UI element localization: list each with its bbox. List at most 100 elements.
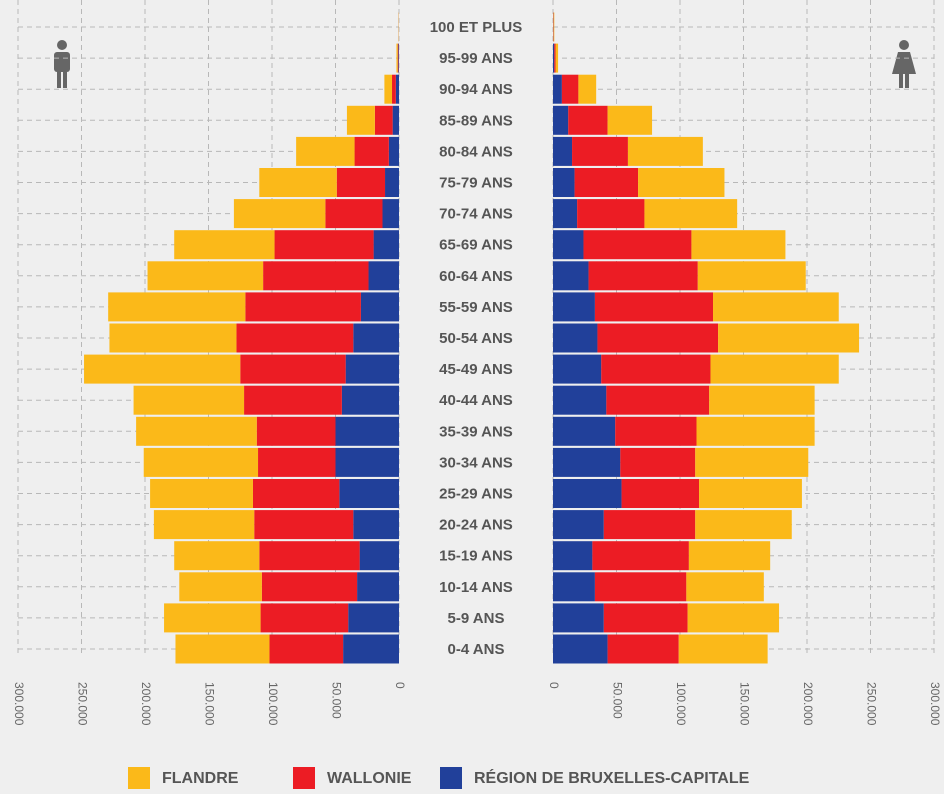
bar-male [353, 510, 399, 540]
x-tick-label: 100.000 [266, 682, 280, 726]
x-tick-label: 200.000 [139, 682, 153, 726]
bar-male [164, 603, 261, 633]
bar-male [374, 105, 393, 135]
bar-male [150, 479, 253, 508]
x-tick-label: 300.000 [928, 682, 942, 726]
bar-female [620, 447, 696, 477]
x-tick-label: 100.000 [674, 682, 688, 726]
bar-male [397, 43, 399, 73]
bar-male [269, 634, 344, 664]
bar-female [638, 168, 725, 197]
bar-male [274, 230, 374, 260]
bar-male [245, 292, 361, 322]
bar-female [553, 261, 589, 291]
bar-male [175, 634, 270, 664]
bar-female [709, 385, 815, 415]
bar-female [588, 261, 698, 291]
bar-male [353, 323, 399, 353]
x-tick-label: 150.000 [737, 682, 751, 726]
bar-female [594, 292, 714, 322]
bar-male [335, 447, 399, 477]
bar-female [553, 199, 578, 229]
bar-female [554, 43, 556, 73]
bar-female [553, 168, 575, 197]
category-label: 50-54 ANS [439, 330, 513, 347]
category-label: 10-14 ANS [439, 579, 513, 596]
bar-male [341, 385, 399, 415]
bar-female [678, 634, 768, 664]
bar-female [553, 12, 555, 42]
bar-female [691, 230, 786, 260]
bar-male [244, 385, 342, 415]
bar-male [260, 603, 349, 633]
bar-female [583, 230, 692, 260]
bar-female [553, 292, 595, 322]
bar-female [553, 510, 604, 540]
category-label: 75-79 ANS [439, 174, 513, 191]
bar-female [553, 634, 608, 664]
bar-male [108, 292, 246, 322]
bar-male [174, 230, 275, 260]
category-label: 35-39 ANS [439, 423, 513, 440]
category-label: 55-59 ANS [439, 299, 513, 316]
legend-swatch [440, 767, 462, 789]
bar-female [696, 416, 815, 446]
x-tick-label: 200.000 [801, 682, 815, 726]
bar-male [296, 136, 355, 166]
bar-male [348, 603, 399, 633]
legend-label: RÉGION DE BRUXELLES-CAPITALE [474, 768, 750, 787]
bar-male [153, 510, 255, 540]
bar-female [592, 541, 689, 571]
x-tick-label: 0 [393, 682, 407, 689]
bar-male [109, 323, 237, 353]
bar-male [259, 541, 360, 571]
bar-female [572, 136, 628, 166]
bar-female [553, 385, 607, 415]
bar-female [553, 479, 622, 508]
category-label: 40-44 ANS [439, 392, 513, 409]
bar-female [553, 354, 602, 384]
bar-male [325, 199, 383, 229]
bar-male [357, 572, 399, 602]
bar-female [597, 323, 719, 353]
bar-male [335, 416, 399, 446]
female-icon [892, 40, 916, 88]
legend-label: WALLONIE [327, 770, 412, 787]
bar-male [339, 479, 399, 508]
bar-female [594, 572, 687, 602]
bar-female [578, 74, 597, 104]
bar-female [615, 416, 697, 446]
category-label: 60-64 ANS [439, 268, 513, 285]
bar-female [697, 261, 806, 291]
bar-male [360, 292, 399, 322]
bar-female [555, 43, 559, 73]
bar-male [252, 479, 340, 508]
category-label: 5-9 ANS [448, 610, 505, 627]
bar-male [136, 416, 257, 446]
bar-male [240, 354, 346, 384]
bar-female [603, 603, 688, 633]
bar-female [577, 199, 645, 229]
bar-male [261, 572, 358, 602]
category-label: 95-99 ANS [439, 50, 513, 67]
bar-male [382, 199, 399, 229]
legend-label: FLANDRE [162, 770, 239, 787]
bar-female [695, 510, 792, 540]
bar-female [606, 385, 710, 415]
bar-male [359, 541, 399, 571]
bar-female [553, 136, 573, 166]
x-tick-label: 250.000 [864, 682, 878, 726]
bar-male [398, 43, 399, 73]
bar-male [254, 510, 354, 540]
bar-female [621, 479, 700, 508]
bar-male [373, 230, 399, 260]
bar-male [133, 385, 245, 415]
bar-female [688, 541, 771, 571]
x-tick-label: 50.000 [610, 682, 624, 719]
bar-male [385, 168, 399, 197]
category-label: 25-29 ANS [439, 485, 513, 502]
bar-male [147, 261, 264, 291]
bar-female [553, 541, 593, 571]
bar-male [384, 74, 393, 104]
